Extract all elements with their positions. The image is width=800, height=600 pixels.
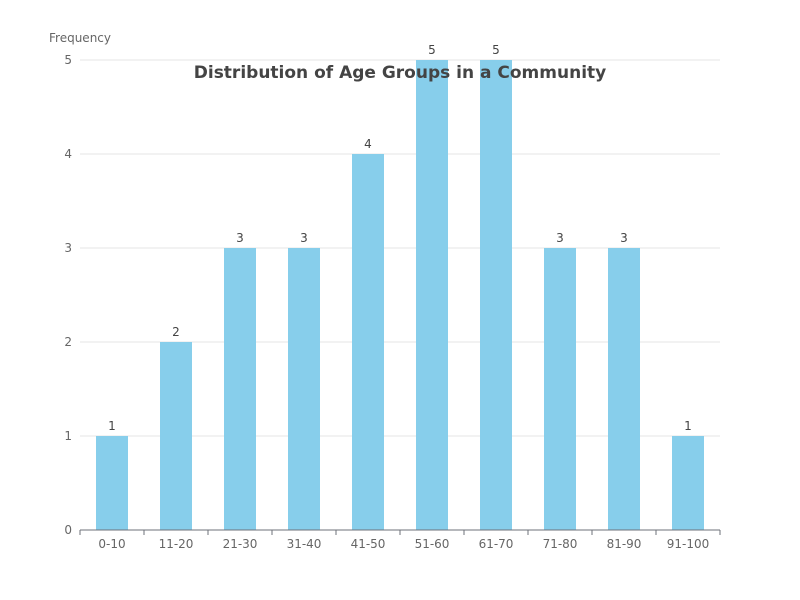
data-label: 5 bbox=[428, 43, 436, 57]
x-tick-label: 11-20 bbox=[159, 537, 194, 551]
data-label: 3 bbox=[620, 231, 628, 245]
bar-group bbox=[96, 60, 704, 530]
data-labels: 1 2 3 3 4 5 5 3 3 1 bbox=[108, 43, 692, 433]
bar-31-40[interactable] bbox=[288, 248, 320, 530]
data-label: 2 bbox=[172, 325, 180, 339]
bar-11-20[interactable] bbox=[160, 342, 192, 530]
bar-91-100[interactable] bbox=[672, 436, 704, 530]
y-axis-label: Frequency bbox=[49, 31, 111, 45]
data-label: 1 bbox=[684, 419, 692, 433]
y-tick-label: 4 bbox=[64, 147, 72, 161]
axes: 0 1 2 3 4 5 0-10 11-20 21-30 31-40 41-50 51-60 61-70… bbox=[64, 53, 721, 551]
data-label: 3 bbox=[300, 231, 308, 245]
x-tick-label: 31-40 bbox=[287, 537, 322, 551]
bar-71-80[interactable] bbox=[544, 248, 576, 530]
data-label: 5 bbox=[492, 43, 500, 57]
x-tick-label: 71-80 bbox=[543, 537, 578, 551]
x-tick-label: 91-100 bbox=[667, 537, 710, 551]
bar-61-70[interactable] bbox=[480, 60, 512, 530]
x-tick-label: 21-30 bbox=[223, 537, 258, 551]
y-tick-label: 5 bbox=[64, 53, 72, 67]
x-tick-label: 51-60 bbox=[415, 537, 450, 551]
data-label: 3 bbox=[556, 231, 564, 245]
x-tick-label: 61-70 bbox=[479, 537, 514, 551]
bar-81-90[interactable] bbox=[608, 248, 640, 530]
y-tick-label: 2 bbox=[64, 335, 72, 349]
chart-title: Distribution of Age Groups in a Communit… bbox=[194, 63, 606, 83]
data-label: 1 bbox=[108, 419, 116, 433]
y-tick-label: 3 bbox=[64, 241, 72, 255]
data-label: 4 bbox=[364, 137, 372, 151]
x-tick-label: 41-50 bbox=[351, 537, 386, 551]
x-tick-label: 81-90 bbox=[607, 537, 642, 551]
bar-51-60[interactable] bbox=[416, 60, 448, 530]
x-tick-label: 0-10 bbox=[98, 537, 125, 551]
bar-0-10[interactable] bbox=[96, 436, 128, 530]
y-tick-label: 1 bbox=[64, 429, 72, 443]
data-label: 3 bbox=[236, 231, 244, 245]
bar-41-50[interactable] bbox=[352, 154, 384, 530]
bar-21-30[interactable] bbox=[224, 248, 256, 530]
y-tick-label: 0 bbox=[64, 523, 72, 537]
